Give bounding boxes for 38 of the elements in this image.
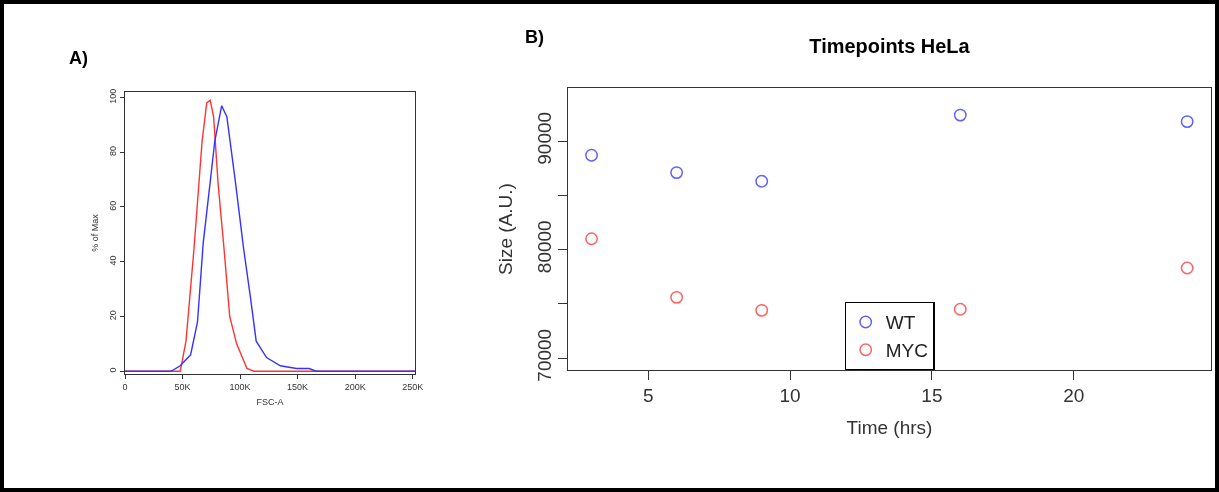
y-tick-label: 20: [108, 310, 119, 321]
point: [1180, 261, 1194, 275]
y-tick-label: 80: [108, 145, 119, 156]
point: [755, 174, 769, 188]
y-tick-label: 70000: [533, 328, 555, 382]
x-tick-label: 5: [642, 385, 654, 407]
y-tick-label: 40: [108, 255, 119, 266]
x-tick-label: 200K: [344, 381, 366, 392]
text: B): [525, 27, 544, 47]
x-axis-title: FSC-A: [256, 396, 284, 407]
x-tick-label: 20: [1063, 385, 1085, 407]
x-tick-label: 50K: [174, 381, 191, 392]
point: [755, 303, 769, 317]
point: [670, 290, 684, 304]
point: [1180, 115, 1194, 129]
point: [953, 108, 967, 122]
chart-title: Timepoints HeLa: [809, 34, 971, 57]
point: [670, 166, 684, 180]
legend-label: MYC: [885, 340, 928, 362]
y-tick-label: 80000: [533, 220, 555, 274]
point: [585, 148, 598, 162]
x-tick-label: 10: [779, 385, 801, 407]
y-tick-label: 60: [108, 200, 119, 211]
x-tick-label: 250K: [402, 381, 424, 392]
y-axis-title: % of Max: [90, 213, 101, 252]
point: [585, 232, 598, 246]
y-tick-label: 100: [108, 88, 119, 104]
y-tick-label: 90000: [533, 111, 555, 165]
x-tick-label: 150K: [287, 381, 309, 392]
text: A): [69, 48, 88, 68]
x-tick-label: 0: [122, 381, 128, 392]
x-tick-label: 100K: [229, 381, 251, 392]
legend-label: WT: [885, 312, 916, 334]
y-tick-label: 0: [108, 367, 119, 373]
x-axis-title: Time (hrs): [846, 417, 933, 439]
y-axis-title: Size (A.U.): [495, 183, 517, 275]
point: [953, 302, 967, 316]
x-tick-label: 15: [921, 385, 943, 407]
